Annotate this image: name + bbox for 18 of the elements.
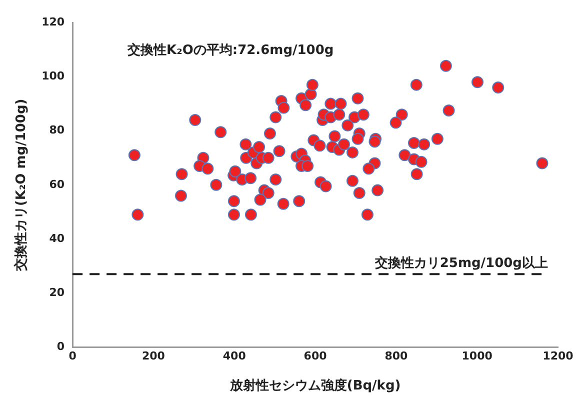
y-tick-label: 100: [42, 70, 65, 83]
y-tick-label: 60: [49, 178, 65, 191]
y-tick-label: 40: [49, 232, 65, 245]
x-tick-label: 1200: [542, 350, 574, 363]
x-tick-label: 200: [142, 350, 166, 363]
y-tick-label: 20: [49, 286, 65, 299]
y-tick-label: 120: [42, 15, 65, 28]
x-tick-label: 600: [304, 350, 328, 363]
x-tick-label: 1000: [462, 350, 493, 363]
y-tick-label: 80: [49, 124, 65, 137]
x-axis-title: 放射性セシウム強度(Bq/kg): [228, 378, 401, 394]
x-tick-label: 400: [222, 350, 246, 363]
y-axis-title: 交換性カリ(K₂O mg/100g): [13, 98, 30, 272]
y-tick-label: 0: [56, 340, 65, 354]
ref-line-label: 交換性カリ25mg/100g以上: [374, 255, 548, 272]
x-tick-label: 0: [68, 350, 77, 363]
annotation: 交換性K₂Oの平均:72.6mg/100g: [126, 42, 334, 58]
x-tick-label: 800: [384, 350, 408, 363]
